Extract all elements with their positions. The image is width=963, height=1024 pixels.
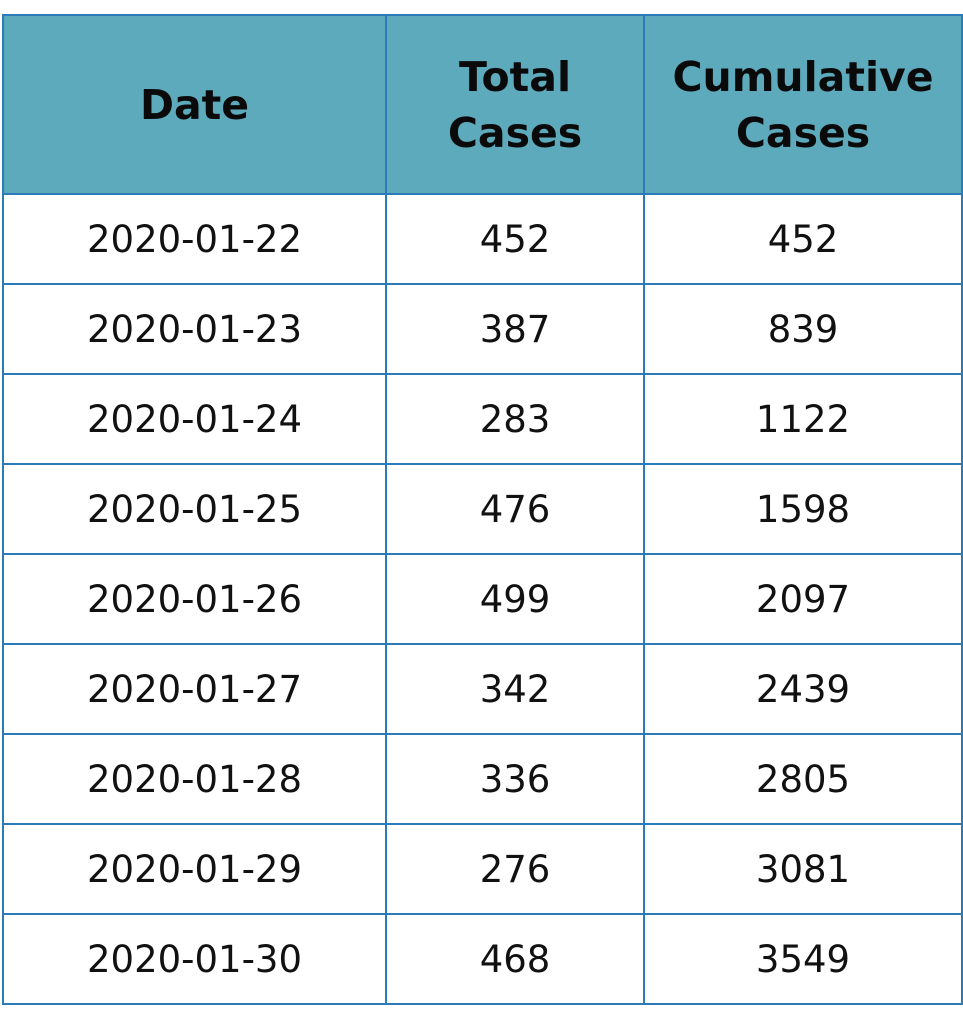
total-cases-cell: 342: [385, 643, 645, 735]
total-cases-cell: 476: [385, 463, 645, 555]
total-cases-cell: 468: [385, 913, 645, 1005]
header-total-cases: Total Cases: [385, 14, 645, 195]
cases-table: Date Total Cases Cumulative Cases 2020-0…: [2, 14, 963, 1005]
date-cell: 2020-01-28: [2, 733, 387, 825]
header-total-cases-line1: Total: [458, 52, 571, 101]
header-cumulative-cases-line2: Cases: [735, 108, 871, 157]
header-cumulative-cases-line1: Cumulative: [672, 52, 934, 101]
cumulative-cases-cell: 2097: [643, 553, 963, 645]
header-date: Date: [2, 14, 387, 195]
table-row: 2020-01-24 283 1122: [2, 373, 963, 465]
total-cases-cell: 336: [385, 733, 645, 825]
header-row: Date Total Cases Cumulative Cases: [2, 14, 963, 195]
cumulative-cases-cell: 1598: [643, 463, 963, 555]
header-date-label: Date: [139, 80, 250, 129]
table-row: 2020-01-29 276 3081: [2, 823, 963, 915]
cumulative-cases-cell: 3549: [643, 913, 963, 1005]
table-row: 2020-01-30 468 3549: [2, 913, 963, 1005]
table-row: 2020-01-22 452 452: [2, 193, 963, 285]
cumulative-cases-cell: 1122: [643, 373, 963, 465]
date-cell: 2020-01-26: [2, 553, 387, 645]
total-cases-cell: 452: [385, 193, 645, 285]
date-cell: 2020-01-30: [2, 913, 387, 1005]
date-cell: 2020-01-27: [2, 643, 387, 735]
cumulative-cases-cell: 839: [643, 283, 963, 375]
date-cell: 2020-01-24: [2, 373, 387, 465]
date-cell: 2020-01-29: [2, 823, 387, 915]
total-cases-cell: 276: [385, 823, 645, 915]
table-row: 2020-01-27 342 2439: [2, 643, 963, 735]
date-cell: 2020-01-23: [2, 283, 387, 375]
total-cases-cell: 387: [385, 283, 645, 375]
cumulative-cases-cell: 2805: [643, 733, 963, 825]
table-header: Date Total Cases Cumulative Cases: [2, 14, 963, 195]
cumulative-cases-cell: 452: [643, 193, 963, 285]
table-row: 2020-01-26 499 2097: [2, 553, 963, 645]
header-total-cases-line2: Cases: [447, 108, 583, 157]
header-cumulative-cases: Cumulative Cases: [643, 14, 963, 195]
table-row: 2020-01-28 336 2805: [2, 733, 963, 825]
date-cell: 2020-01-22: [2, 193, 387, 285]
cumulative-cases-cell: 3081: [643, 823, 963, 915]
total-cases-cell: 499: [385, 553, 645, 645]
table-row: 2020-01-25 476 1598: [2, 463, 963, 555]
cumulative-cases-cell: 2439: [643, 643, 963, 735]
table-body: 2020-01-22 452 452 2020-01-23 387 839 2020-01-…: [2, 193, 963, 1005]
date-cell: 2020-01-25: [2, 463, 387, 555]
total-cases-cell: 283: [385, 373, 645, 465]
table-row: 2020-01-23 387 839: [2, 283, 963, 375]
